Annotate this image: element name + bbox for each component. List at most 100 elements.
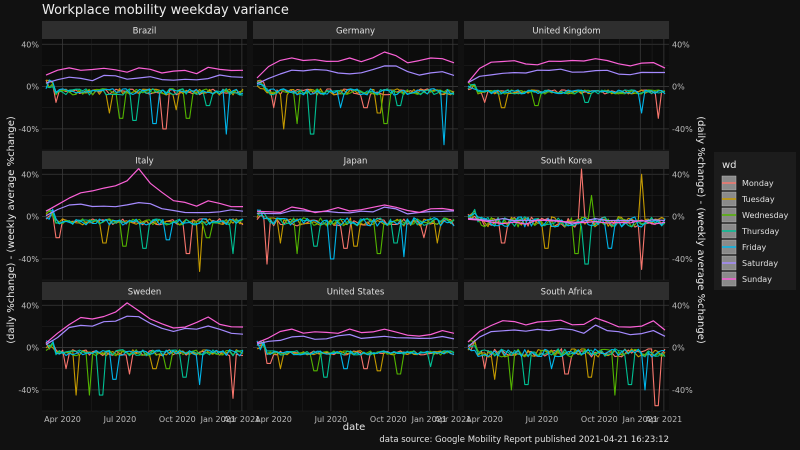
series-line-thursday	[467, 83, 666, 103]
series-line-saturday	[467, 324, 666, 348]
panel-strip	[42, 151, 247, 169]
x-tick-label: Oct 2020	[581, 415, 618, 424]
data-source-caption: data source: Google Mobility Report publ…	[379, 435, 669, 445]
x-tick-label: Oct 2020	[370, 415, 407, 424]
series-line-sunday	[45, 66, 244, 76]
x-tick-label: Jan 2021	[411, 415, 447, 424]
y-tick-label: 40%	[21, 301, 39, 310]
series-line-thursday	[256, 81, 455, 135]
legend-items: Monday Tuesday Wednesday Thursday Friday Satu…	[721, 175, 789, 287]
x-tick-label: Apr 2020	[466, 415, 503, 424]
panel-united-states: United States Apr 2020 Jul 2020 Oct 2020 Jan…	[253, 282, 471, 424]
panel-strip	[464, 21, 669, 39]
series-line-friday	[256, 209, 455, 260]
series-line-friday	[467, 212, 666, 249]
series-line-tuesday	[45, 210, 244, 273]
series-line-saturday	[256, 65, 455, 85]
series-line-saturday	[467, 68, 665, 84]
y-axis-title-right: (daily %change) - (weekly average %chang…	[695, 116, 706, 344]
legend-title: wd	[722, 160, 737, 171]
y-tick-label: -40%	[672, 125, 693, 134]
x-tick-label: Apr 2021	[646, 415, 683, 424]
legend-label-tuesday: Tuesday	[741, 195, 775, 204]
y-tick-label: 40%	[672, 301, 690, 310]
x-tick-label: Jan 2021	[622, 415, 658, 424]
x-tick-label: Apr 2021	[224, 415, 261, 424]
series-line-wednesday	[45, 343, 244, 396]
series-line-friday	[467, 347, 665, 391]
legend-label-saturday: Saturday	[742, 259, 778, 268]
y-tick-label: -40%	[672, 386, 693, 395]
legend-label-monday: Monday	[742, 179, 774, 188]
series-line-sunday	[256, 204, 455, 214]
series-line-sunday	[467, 58, 666, 83]
y-tick-label: 0%	[672, 344, 685, 353]
y-tick-label: 40%	[672, 170, 690, 179]
series-line-thursday	[45, 209, 244, 255]
legend-label-sunday: Sunday	[742, 275, 772, 284]
x-axis-title: date	[343, 422, 366, 433]
series-line-saturday	[256, 333, 455, 345]
x-tick-label: Jan 2021	[200, 415, 236, 424]
y-axis-title-left: (daily %change) - (weekly average %chang…	[6, 116, 17, 344]
panel-strip-label: South Africa	[541, 288, 593, 298]
legend-label-friday: Friday	[742, 243, 767, 252]
series-line-tuesday	[45, 79, 244, 114]
panel-strip	[42, 21, 247, 39]
y-tick-label: 0%	[672, 213, 685, 222]
y-tick-label: 40%	[672, 40, 690, 49]
legend: wd Monday Tuesday Wednesday Thursday Friday S…	[714, 152, 796, 290]
series-line-wednesday	[467, 82, 666, 107]
x-tick-label: Apr 2020	[44, 415, 81, 424]
y-tick-label: 0%	[26, 213, 39, 222]
series-line-friday	[45, 208, 244, 241]
series-line-friday	[256, 340, 455, 370]
panel-strip	[42, 282, 247, 300]
panel-south-africa: South Africa 40% 0% -40% Apr 2020 Jul 2020 Oct…	[464, 282, 693, 424]
panel-sweden: Sweden 40% 0% -40% Apr 2020 Jul 2020 Oct 2020 J…	[18, 282, 260, 424]
panel-strip-label: Japan	[343, 157, 368, 167]
panel-strip-label: Brazil	[133, 27, 157, 37]
panel-strip	[253, 282, 458, 300]
series-line-saturday	[45, 74, 244, 84]
y-tick-label: -40%	[18, 125, 39, 134]
series-line-friday	[45, 79, 244, 135]
panel-south-korea: South Korea 40% 0% -40%	[464, 151, 693, 281]
panel-united-kingdom: United Kingdom 40% 0% -40%	[464, 21, 693, 151]
panel-strip-label: United States	[327, 288, 385, 298]
panel-strip-label: South Korea	[541, 157, 593, 167]
x-tick-label: Jul 2020	[103, 415, 137, 424]
series-line-friday	[467, 85, 666, 114]
y-tick-label: 40%	[21, 40, 39, 49]
series-line-sunday	[467, 317, 666, 343]
series-line-sunday	[467, 218, 666, 225]
x-tick-label: Apr 2021	[435, 415, 472, 424]
series-line-sunday	[256, 328, 455, 344]
series-line-sunday	[45, 168, 244, 212]
panels-group: Brazil 40% 0% -40% Germany United Kingdom 40% 0…	[18, 21, 693, 424]
series-line-tuesday	[256, 85, 455, 130]
x-tick-label: Oct 2020	[159, 415, 196, 424]
series-line-wednesday	[45, 210, 244, 247]
panel-germany: Germany	[253, 21, 458, 151]
x-tick-label: Apr 2020	[255, 415, 292, 424]
panel-strip	[464, 282, 669, 300]
legend-label-wednesday: Wednesday	[742, 211, 789, 220]
y-tick-label: -40%	[18, 386, 39, 395]
series-line-sunday	[256, 51, 455, 79]
series-line-tuesday	[256, 209, 455, 247]
panel-strip-label: United Kingdom	[532, 27, 600, 37]
y-tick-label: -40%	[18, 255, 39, 264]
series-line-saturday	[45, 202, 244, 217]
y-tick-label: 40%	[21, 170, 39, 179]
y-tick-label: 0%	[26, 344, 39, 353]
panel-strip-label: Sweden	[128, 288, 162, 298]
y-tick-label: -40%	[672, 255, 693, 264]
panel-italy: Italy 40% 0% -40%	[18, 151, 247, 281]
series-line-friday	[256, 83, 455, 146]
series-line-friday	[45, 339, 244, 386]
panel-plot-area	[253, 300, 458, 411]
series-line-sunday	[45, 302, 244, 344]
series-line-thursday	[45, 86, 243, 121]
